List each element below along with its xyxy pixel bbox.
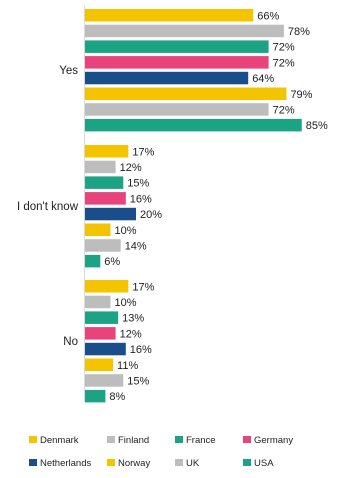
legend: Denmark Finland France Germany Netherlands No… <box>29 435 293 469</box>
data-label-yes-netherlands: 64% <box>252 73 274 85</box>
bar-i-don-t-know-finland <box>85 160 116 174</box>
data-label-no-uk: 15% <box>127 375 149 387</box>
bar-yes-uk <box>85 103 269 116</box>
data-label-no-finland: 10% <box>115 297 137 309</box>
bar-i-don-t-know-denmark <box>85 145 129 158</box>
bar-i-don-t-know-usa <box>85 254 101 268</box>
legend-swatch-netherlands <box>29 459 37 466</box>
bar-no-netherlands <box>85 342 126 356</box>
bar-no-uk <box>85 374 124 387</box>
bar-yes-finland <box>85 24 284 38</box>
legend-swatch-germany <box>243 436 251 443</box>
bar-i-don-t-know-germany <box>85 192 126 205</box>
data-label-yes-germany: 72% <box>273 57 295 69</box>
data-label-yes-uk: 72% <box>273 104 295 116</box>
bar-i-don-t-know-uk <box>85 239 121 252</box>
bar-i-don-t-know-france <box>85 176 124 189</box>
data-label-no-usa: 8% <box>109 391 125 403</box>
data-label-yes-norway: 79% <box>290 89 312 101</box>
bar-i-don-t-know-netherlands <box>85 207 136 221</box>
data-label-i-don-t-know-uk: 14% <box>125 240 147 252</box>
legend-swatch-uk <box>175 459 183 466</box>
data-label-no-netherlands: 16% <box>130 344 152 356</box>
data-label-no-france: 13% <box>122 313 144 325</box>
legend-label-norway: Norway <box>118 458 150 469</box>
data-label-yes-france: 72% <box>273 42 295 54</box>
bar-no-finland <box>85 295 111 309</box>
legend-label-netherlands: Netherlands <box>40 458 91 469</box>
data-label-no-germany: 12% <box>120 328 142 340</box>
data-label-yes-finland: 78% <box>288 26 310 38</box>
legend-swatch-finland <box>107 436 115 443</box>
bar-yes-france <box>85 40 269 53</box>
bar-yes-germany <box>85 56 269 69</box>
bar-no-france <box>85 311 119 324</box>
bar-yes-usa <box>85 118 302 132</box>
data-label-no-denmark: 17% <box>132 281 154 293</box>
bar-no-denmark <box>85 280 129 293</box>
data-label-i-don-t-know-germany: 16% <box>130 193 152 205</box>
bar-no-norway <box>85 358 114 371</box>
category-label-yes: Yes <box>59 65 78 77</box>
category-label-no: No <box>63 336 78 348</box>
legend-label-denmark: Denmark <box>40 435 79 446</box>
data-label-yes-denmark: 66% <box>257 10 279 22</box>
bar-yes-norway <box>85 87 287 100</box>
legend-label-finland: Finland <box>118 435 149 446</box>
category-label-i-don-t-know: I don't know <box>17 201 79 213</box>
bar-i-don-t-know-norway <box>85 223 111 236</box>
bar-yes-denmark <box>85 9 254 22</box>
bars-group: 66%78%72%72%64%79%72%85%17%12%15%16%20%1… <box>85 9 328 403</box>
legend-label-usa: USA <box>254 458 274 469</box>
data-label-i-don-t-know-denmark: 17% <box>132 146 154 158</box>
data-label-no-norway: 11% <box>117 360 138 372</box>
bar-no-germany <box>85 327 116 340</box>
data-label-i-don-t-know-norway: 10% <box>115 225 137 237</box>
data-label-i-don-t-know-france: 15% <box>127 178 149 190</box>
legend-label-uk: UK <box>186 458 200 469</box>
bar-yes-netherlands <box>85 71 249 85</box>
data-label-i-don-t-know-usa: 6% <box>104 256 120 268</box>
legend-label-france: France <box>186 435 216 446</box>
data-label-i-don-t-know-finland: 12% <box>120 162 142 174</box>
legend-swatch-norway <box>107 459 115 466</box>
bar-no-usa <box>85 389 106 403</box>
category-labels: Yes I don't know No <box>17 65 79 348</box>
legend-swatch-usa <box>243 459 251 466</box>
data-label-yes-usa: 85% <box>306 120 328 132</box>
data-label-i-don-t-know-netherlands: 20% <box>140 209 162 221</box>
legend-label-germany: Germany <box>254 435 293 446</box>
legend-swatch-france <box>175 436 183 443</box>
legend-swatch-denmark <box>29 436 37 443</box>
